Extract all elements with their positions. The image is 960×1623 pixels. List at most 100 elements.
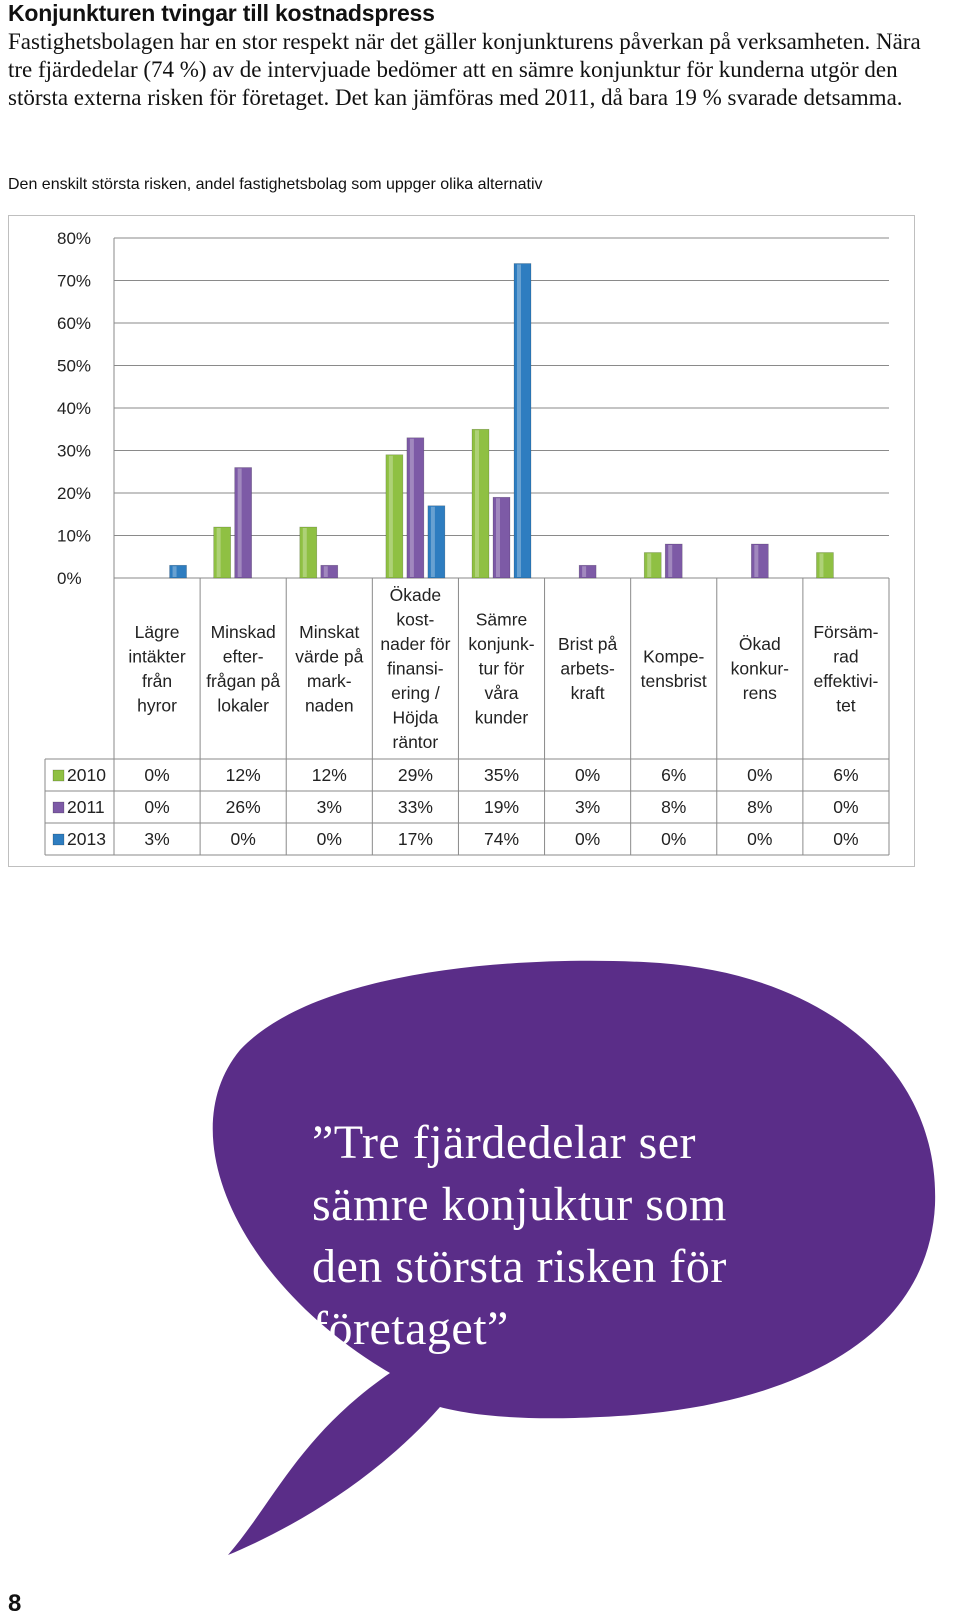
y-tick-label: 20% (57, 484, 91, 503)
bar (234, 467, 252, 579)
y-tick-label: 70% (57, 272, 91, 291)
category-label-line: hyror (137, 695, 177, 715)
data-label: 29% (398, 765, 433, 785)
bar-highlight (582, 566, 587, 577)
category-label-line: Sämre (476, 610, 528, 630)
category-label-line: kost- (396, 610, 434, 630)
category-label-line: effektivi- (814, 671, 879, 691)
data-label: 19% (484, 797, 519, 817)
category-label-line: Minskat (299, 622, 359, 642)
data-label: 0% (144, 765, 169, 785)
pull-quote-line: den största risken för (312, 1240, 727, 1293)
category-label: Sämre konjunk-tur för våra kunder (468, 610, 534, 728)
category-label-line: konjunk- (468, 634, 534, 654)
category-label-line: Ökad (739, 634, 781, 654)
bar (406, 437, 425, 579)
bar-highlight (819, 553, 824, 577)
data-label: 12% (226, 765, 261, 785)
bar-highlight (323, 566, 328, 577)
category-label-line: Kompe- (643, 646, 704, 666)
bar-highlight (302, 528, 307, 577)
category-label-line: konkur- (731, 659, 790, 679)
category-label-line: våra (484, 683, 518, 703)
bar-highlight (754, 545, 759, 577)
bar-highlight (216, 528, 221, 577)
data-label: 6% (661, 765, 686, 785)
page-number: 8 (8, 1590, 22, 1617)
data-label: 0% (833, 797, 858, 817)
bar (513, 263, 532, 579)
category-label: Ökade kost-nader för finansi-ering / Höjda r… (380, 585, 450, 752)
category-label-line: intäkter (128, 646, 186, 666)
bar-chart: 0% 10% 20% 30% 40% 50% 60% 70% 80% Lägre intäkter f… (44, 229, 890, 856)
data-label: 3% (317, 797, 342, 817)
data-label: 26% (226, 797, 261, 817)
category-label: Försäm-rad effektivi-tet (813, 622, 878, 716)
intro-paragraph: Fastighetsbolagen har en stor respekt nä… (8, 29, 921, 110)
legend-label: 2013 (67, 829, 106, 849)
pull-quote: ”Tre fjärdedelar ser sämre konjuktur som… (312, 1112, 872, 1360)
category-label-line: efter- (223, 646, 264, 666)
category-label-line: mark- (307, 671, 352, 691)
bar-highlight (388, 455, 393, 577)
legend-swatch (52, 769, 65, 782)
bar (427, 505, 446, 579)
category-label-line: frågan på (206, 671, 280, 691)
category-label: Minskat värde på mark-naden (295, 622, 363, 716)
y-tick-label: 60% (57, 314, 91, 333)
data-label: 0% (575, 765, 600, 785)
data-label: 3% (144, 829, 169, 849)
y-tick-label: 10% (57, 527, 91, 546)
bar (320, 564, 339, 579)
bar (385, 454, 404, 579)
data-label: 74% (484, 829, 519, 849)
bar-highlight (496, 498, 500, 577)
section-heading: Konjunkturen tvingar till kostnadspress (8, 0, 435, 26)
category-label-line: tet (836, 695, 856, 715)
data-label: 0% (231, 829, 256, 849)
bar (213, 526, 231, 579)
category-label: Kompe-tensbrist (641, 646, 707, 691)
data-label: 8% (661, 797, 686, 817)
bar (492, 496, 511, 579)
category-label-line: ering / (391, 683, 440, 703)
bar-highlight (668, 545, 673, 577)
category-label-line: Brist på (558, 634, 618, 654)
category-label-line: kunder (475, 708, 529, 728)
bar-highlight (409, 438, 414, 577)
speech-bubble-shape (212, 960, 936, 1555)
category-label: Lägre intäkter från hyror (128, 622, 186, 716)
y-tick-label: 30% (57, 442, 91, 461)
y-tick-label: 0% (57, 569, 82, 588)
y-tick-label: 80% (57, 229, 91, 248)
pull-quote-line: ”Tre fjärdedelar ser (312, 1116, 697, 1169)
category-label-line: rad (833, 646, 858, 666)
bar-highlight (237, 468, 242, 577)
bar-highlight (647, 553, 652, 577)
bar (643, 552, 662, 579)
legend-label: 2010 (67, 765, 106, 785)
category-label: Minskad efter-frågan på lokaler (206, 622, 280, 716)
category-label-line: lokaler (217, 695, 269, 715)
data-label: 0% (661, 829, 686, 849)
data-label: 6% (833, 765, 858, 785)
category-label-line: Lägre (135, 622, 180, 642)
category-label-line: rens (743, 683, 777, 703)
chart-caption: Den enskilt största risken, andel fastig… (8, 176, 543, 193)
data-label: 0% (747, 829, 772, 849)
data-label: 12% (312, 765, 347, 785)
category-label-line: kraft (571, 683, 605, 703)
bar-highlight (517, 264, 521, 577)
data-label: 8% (747, 797, 772, 817)
bar (816, 552, 834, 579)
category-label-line: Ökade (390, 585, 442, 605)
data-label: 17% (398, 829, 433, 849)
data-label: 0% (747, 765, 772, 785)
bar (578, 564, 597, 579)
category-label: Brist på arbets-kraft (558, 634, 618, 703)
pull-quote-line: företaget” (312, 1302, 509, 1355)
legend-label: 2011 (67, 797, 105, 817)
bar-highlight (172, 566, 177, 577)
data-label: 35% (484, 765, 519, 785)
category-label-line: tur för (479, 659, 525, 679)
